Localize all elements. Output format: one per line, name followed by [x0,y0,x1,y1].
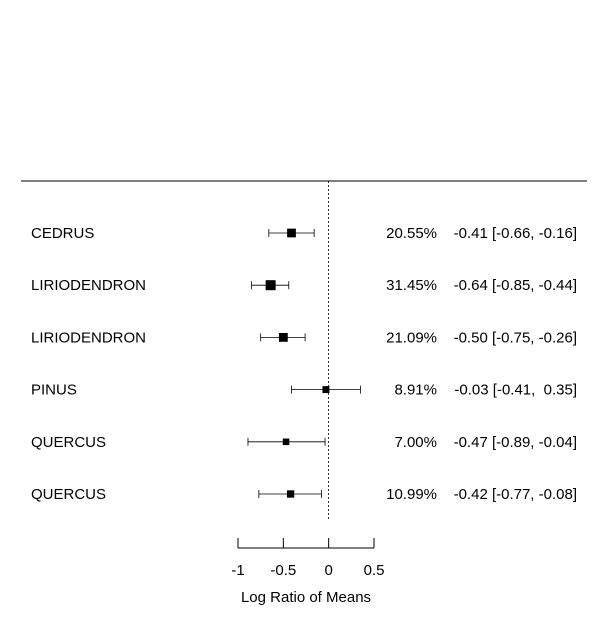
study-ci-text: -0.41 [-0.66, -0.16] [454,225,577,242]
study-row: QUERCUS 10.99% -0.42 [-0.77, -0.08] [31,486,577,503]
estimate-marker [322,386,330,394]
study-row: QUERCUS 7.00% -0.47 [-0.89, -0.04] [31,434,577,451]
estimate-marker [287,228,296,238]
study-label: PINUS [31,382,77,399]
study-weight: 31.45% [386,277,437,294]
x-tick-label: 0.5 [364,562,385,579]
estimate-marker [286,490,295,498]
study-ci-text: -0.47 [-0.89, -0.04] [454,434,577,451]
study-ci-text: -0.50 [-0.75, -0.26] [454,329,577,346]
study-label: CEDRUS [31,225,94,242]
estimate-marker [282,438,290,446]
x-tick-label: 0 [324,562,332,579]
study-row: LIRIODENDRON 31.45% -0.64 [-0.85, -0.44] [31,277,577,294]
study-row: CEDRUS 20.55% -0.41 [-0.66, -0.16] [31,225,577,242]
estimate-marker [278,332,288,342]
estimate-marker [265,280,276,291]
study-weight: 7.00% [394,434,437,451]
study-weight: 8.91% [394,382,437,399]
study-label: LIRIODENDRON [31,329,146,346]
study-weight: 21.09% [386,329,437,346]
study-label: LIRIODENDRON [31,277,146,294]
study-weight: 20.55% [386,225,437,242]
study-rows: CEDRUS 20.55% -0.41 [-0.66, -0.16] LIRIODEN… [31,225,577,503]
study-ci-text: -0.42 [-0.77, -0.08] [454,486,577,503]
study-label: QUERCUS [31,434,106,451]
x-tick-label: -0.5 [270,562,296,579]
study-row: PINUS 8.91% -0.03 [-0.41, 0.35] [31,382,577,399]
study-row: LIRIODENDRON 21.09% -0.50 [-0.75, -0.26] [31,329,577,346]
x-axis-label: Log Ratio of Means [241,589,371,606]
study-weight: 10.99% [386,486,437,503]
study-ci-text: -0.64 [-0.85, -0.44] [454,277,577,294]
study-label: QUERCUS [31,486,106,503]
x-axis: -1 -0.5 0 0.5 [231,538,384,579]
x-tick-label: -1 [231,562,244,579]
study-ci-text: -0.03 [-0.41, 0.35] [454,382,577,399]
